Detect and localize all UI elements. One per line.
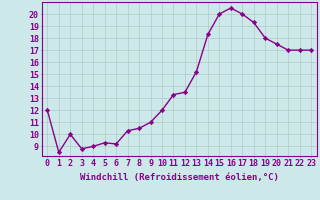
X-axis label: Windchill (Refroidissement éolien,°C): Windchill (Refroidissement éolien,°C) (80, 173, 279, 182)
